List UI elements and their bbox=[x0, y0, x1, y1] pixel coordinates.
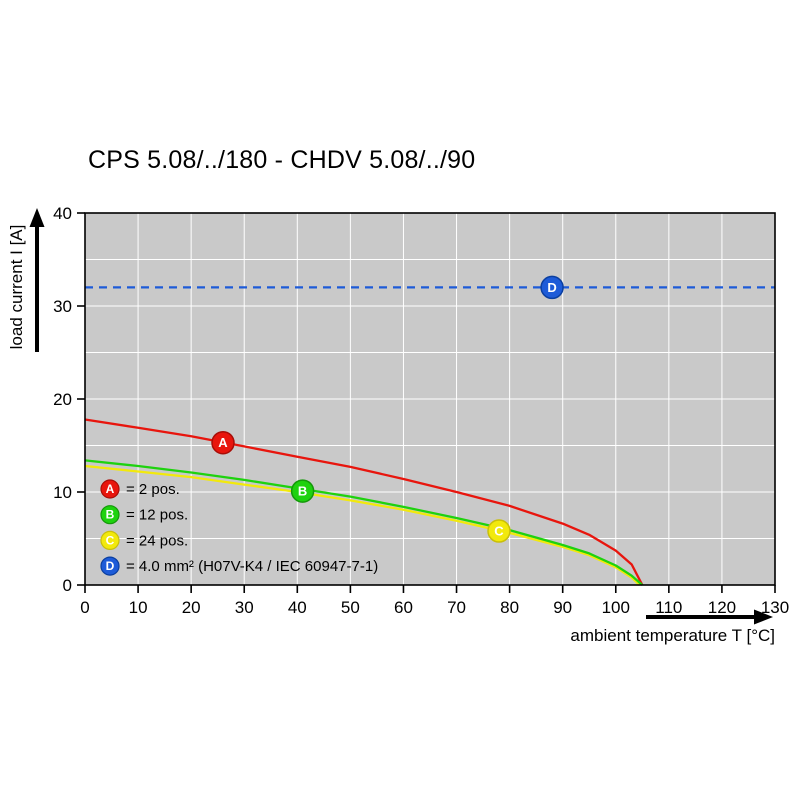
page-title: CPS 5.08/../180 - CHDV 5.08/../90 bbox=[88, 146, 476, 174]
marker-circle-D bbox=[540, 275, 564, 300]
y-tick-label: 40 bbox=[53, 204, 72, 223]
x-tick-label: 0 bbox=[80, 598, 89, 617]
y-axis-label: load current I [A] bbox=[7, 225, 26, 350]
x-tick-label: 60 bbox=[394, 598, 413, 617]
marker-letter-D: D bbox=[547, 280, 556, 295]
y-tick-label: 10 bbox=[53, 483, 72, 502]
legend-marker-C bbox=[100, 530, 120, 551]
legend-letter-B: B bbox=[106, 508, 115, 522]
curve-marker-B: B bbox=[290, 479, 315, 503]
x-tick-label: 70 bbox=[447, 598, 466, 617]
x-tick-label: 50 bbox=[341, 598, 360, 617]
x-tick-label: 110 bbox=[655, 598, 682, 617]
legend-item-A: A = 2 pos. bbox=[100, 479, 180, 499]
legend-text-C: = 24 pos. bbox=[126, 532, 188, 549]
marker-letter-B: B bbox=[298, 484, 307, 499]
x-tick-label: 30 bbox=[235, 598, 254, 617]
x-tick-label: 100 bbox=[602, 598, 630, 617]
legend-letter-A: A bbox=[106, 482, 115, 496]
legend-text-A: = 2 pos. bbox=[126, 481, 180, 498]
curve-marker-D: D bbox=[540, 275, 564, 300]
y-tick-label: 20 bbox=[53, 390, 72, 409]
x-axis-arrow-head bbox=[754, 609, 773, 625]
curve-marker-A: A bbox=[211, 430, 235, 455]
legend-text-B: = 12 pos. bbox=[126, 507, 188, 524]
y-axis-arrow-head bbox=[29, 208, 45, 227]
x-tick-label: 90 bbox=[553, 598, 572, 617]
marker-circle-B bbox=[290, 479, 315, 503]
y-tick-label: 30 bbox=[53, 297, 72, 316]
derating-chart: 0 10 20 30 40 50 60 70 80 90 100 110 120 130 0 10 20 30 40… bbox=[7, 204, 789, 645]
legend-text-D: = 4.0 mm² (H07V-K4 / IEC 60947-7-1) bbox=[126, 558, 378, 575]
x-tick-label: 120 bbox=[708, 598, 736, 617]
marker-circle-C bbox=[487, 519, 511, 543]
marker-circle-A bbox=[211, 430, 235, 455]
marker-letter-C: C bbox=[494, 524, 504, 539]
legend-item-B: B = 12 pos. bbox=[100, 505, 188, 525]
curve-marker-C: C bbox=[487, 519, 511, 543]
x-tick-label: 40 bbox=[288, 598, 307, 617]
x-axis-label: ambient temperature T [°C] bbox=[570, 626, 775, 645]
legend-letter-C: C bbox=[106, 533, 115, 547]
marker-letter-A: A bbox=[218, 435, 228, 450]
curve-B bbox=[84, 459, 644, 586]
legend-item-C: C = 24 pos. bbox=[100, 530, 188, 551]
legend-item-D: D = 4.0 mm² (H07V-K4 / IEC 60947-7-1) bbox=[100, 556, 378, 576]
legend-marker-D bbox=[100, 556, 120, 576]
x-tick-label: 10 bbox=[129, 598, 148, 617]
legend-marker-A bbox=[100, 479, 120, 499]
x-tick-label: 130 bbox=[761, 598, 789, 617]
y-tick-label: 0 bbox=[63, 576, 72, 595]
x-tick-label: 80 bbox=[500, 598, 519, 617]
legend-letter-D: D bbox=[106, 559, 115, 573]
x-tick-label: 20 bbox=[182, 598, 201, 617]
curve-C bbox=[84, 464, 641, 586]
curve-A bbox=[84, 418, 644, 586]
legend-marker-B bbox=[100, 505, 120, 525]
